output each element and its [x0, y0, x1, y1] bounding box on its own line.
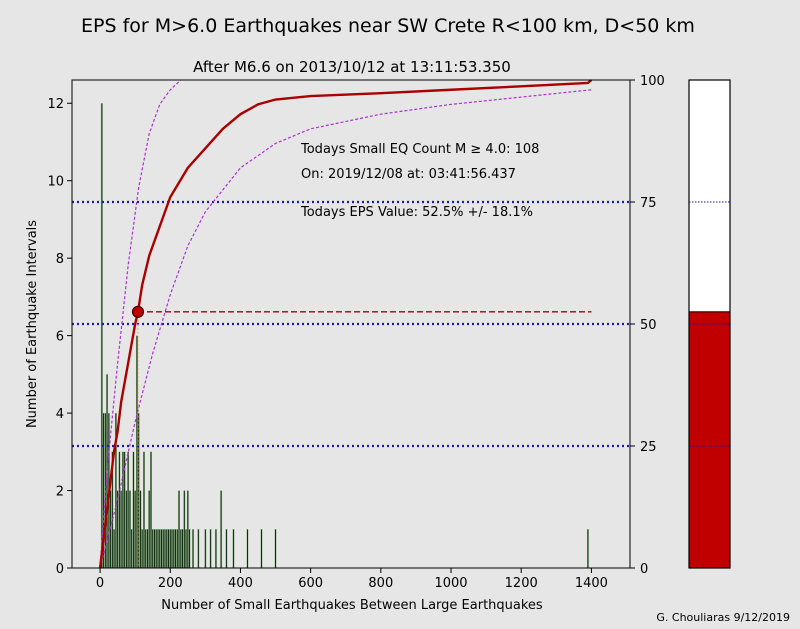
histogram-bar	[186, 490, 189, 569]
histogram-bar	[157, 529, 159, 569]
histogram-bar	[142, 451, 145, 569]
histogram-bar	[192, 529, 195, 569]
y-axis-ticks: 0 2 4 6 8 10 12	[47, 97, 72, 577]
plot-area	[71, 79, 631, 569]
right-tick-label: 100	[640, 74, 665, 89]
annotation-count: Todays Small EQ Count M ≥ 4.0: 108	[300, 142, 539, 157]
gauge-frame	[688, 79, 731, 569]
y-tick-label: 0	[56, 562, 64, 577]
histogram-bar	[172, 529, 175, 569]
x-tick-label: 600	[298, 576, 323, 591]
right-axis-ticks: 0 25 50 75 100	[630, 74, 665, 577]
x-tick-label: 1000	[434, 576, 467, 591]
histogram-bar	[586, 529, 589, 569]
histogram-bar	[132, 451, 135, 569]
histogram-bar	[127, 451, 130, 569]
histogram-bar	[144, 529, 147, 569]
credit-text: G. Chouliaras 9/12/2019	[656, 611, 790, 624]
histogram-bar	[113, 529, 116, 569]
lower-bound-curve	[99, 89, 592, 569]
histogram-bar	[151, 529, 154, 569]
histogram-bar	[146, 529, 149, 569]
histogram-bar	[165, 529, 168, 569]
y-tick-label: 4	[56, 407, 64, 422]
histogram-bar	[158, 529, 161, 569]
histogram-bar	[160, 529, 163, 569]
chart-subtitle: After M6.6 on 2013/10/12 at 13:11:53.350	[193, 58, 511, 76]
x-tick-label: 0	[96, 576, 104, 591]
y-tick-label: 12	[47, 97, 64, 112]
cdf-curves	[98, 79, 593, 569]
histogram-bar	[155, 529, 158, 569]
histogram-bar	[232, 529, 235, 569]
histogram-bar	[128, 490, 131, 569]
histogram-bar	[260, 529, 263, 569]
x-axis-label: Number of Small Earthquakes Between Larg…	[161, 598, 543, 613]
histogram-bar	[179, 529, 182, 569]
histogram-bar	[162, 529, 165, 569]
histogram-bar	[134, 490, 137, 569]
histogram-bar	[169, 529, 172, 569]
histogram-bar	[214, 529, 217, 569]
histogram-bar	[141, 529, 144, 569]
histogram-bar	[130, 529, 133, 569]
histogram-bar	[181, 529, 184, 569]
x-tick-label: 1400	[575, 576, 608, 591]
x-tick-label: 800	[368, 576, 393, 591]
y-tick-label: 6	[56, 330, 64, 345]
histogram-bar	[118, 451, 121, 569]
cdf-curve	[98, 79, 593, 569]
y-tick-label: 8	[56, 252, 64, 267]
histogram-bar	[225, 529, 228, 569]
x-tick-label: 400	[228, 576, 253, 591]
histogram-bar	[174, 529, 177, 569]
histogram-bar	[204, 529, 207, 569]
histogram-bar	[183, 490, 186, 569]
histogram-bar	[121, 451, 124, 569]
right-tick-label: 75	[640, 196, 657, 211]
chart-title: EPS for M>6.0 Earthquakes near SW Crete …	[81, 15, 695, 37]
right-tick-label: 50	[640, 318, 657, 333]
histogram-bar	[153, 529, 156, 569]
histogram-bar	[209, 529, 212, 569]
histogram-bar	[176, 529, 179, 569]
histogram-bar	[100, 103, 103, 569]
right-tick-label: 0	[640, 562, 648, 577]
histogram-bar	[220, 490, 223, 569]
right-tick-label: 25	[640, 440, 657, 455]
histogram-bar	[274, 529, 277, 569]
histogram-bar	[150, 451, 152, 569]
histogram-bar	[116, 490, 119, 569]
histogram-bar	[135, 335, 138, 569]
upper-bound-curve	[99, 79, 182, 569]
reference-lines	[72, 200, 630, 448]
histogram-bar	[148, 490, 151, 569]
histogram-bar	[197, 529, 200, 569]
y-tick-label: 10	[47, 175, 64, 190]
histogram-bar	[120, 490, 123, 569]
x-tick-label: 1200	[505, 576, 538, 591]
current-point-marker	[131, 305, 145, 318]
histogram-bar	[246, 529, 249, 569]
y-tick-label: 2	[56, 485, 64, 500]
x-tick-label: 200	[158, 576, 183, 591]
eps-gauge	[688, 79, 731, 569]
histogram-bar	[188, 529, 191, 569]
histogram-bar	[171, 529, 173, 569]
histogram-bar	[167, 529, 170, 569]
x-axis-ticks: 0 200 400 600 800 1000 1200 1400	[96, 568, 608, 591]
histogram-bar	[139, 490, 142, 569]
histogram-bar	[125, 490, 128, 569]
gauge-fill	[688, 311, 731, 569]
histogram-bar	[185, 529, 187, 569]
histogram-bar	[178, 490, 180, 569]
annotation-eps: Todays EPS Value: 52.5% +/- 18.1%	[300, 205, 533, 220]
y-axis-label: Number of Earthquake Intervals	[25, 220, 40, 428]
annotation-date: On: 2019/12/08 at: 03:41:56.437	[301, 167, 516, 182]
histogram-bar	[164, 529, 166, 569]
